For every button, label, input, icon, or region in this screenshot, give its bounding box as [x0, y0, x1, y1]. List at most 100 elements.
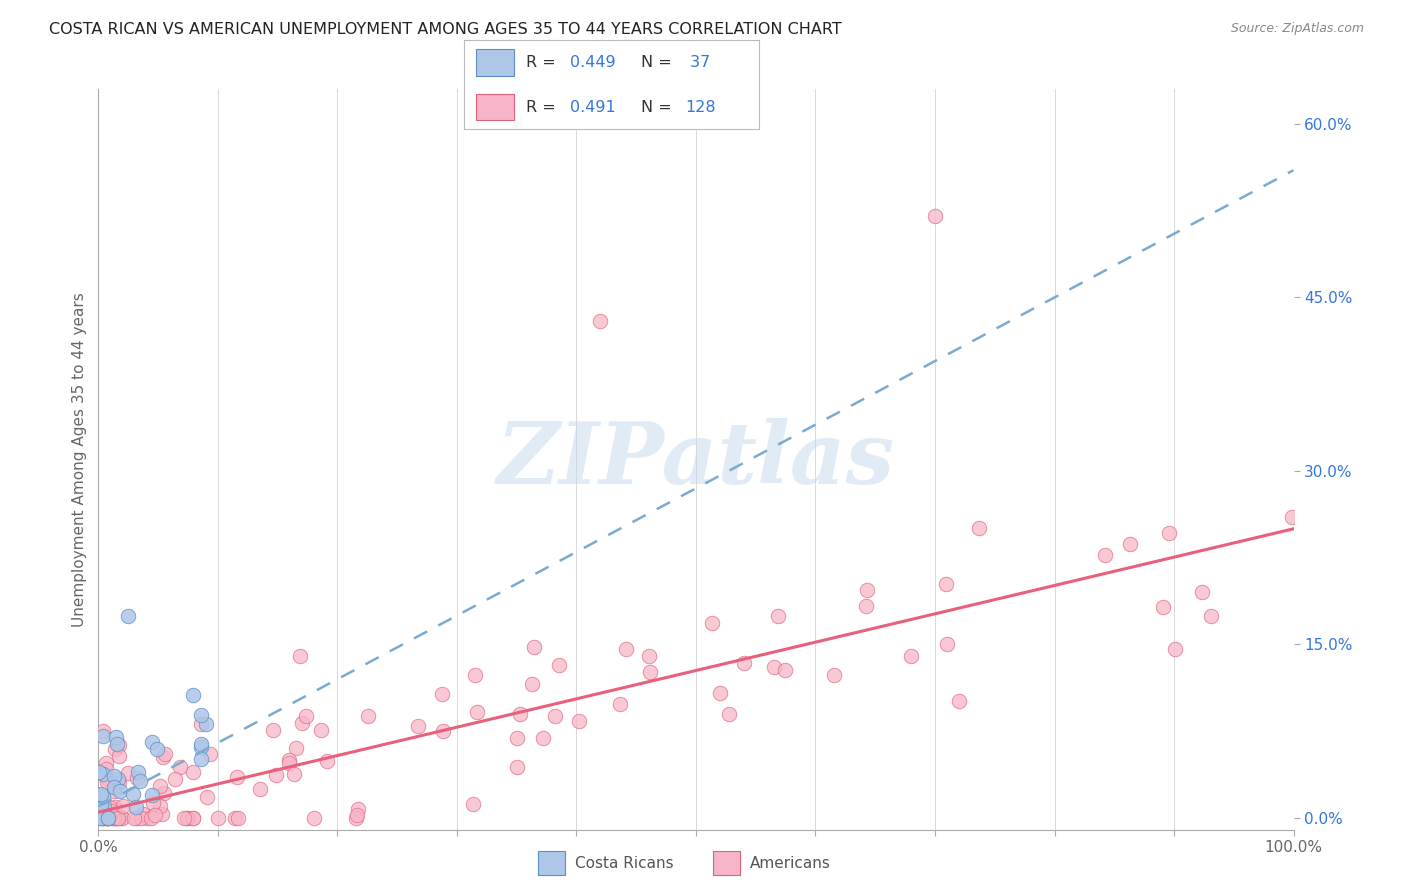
Point: [194, 717, 217, 731]
Point: [609, 698, 631, 712]
Point: [90, 805, 112, 819]
Point: [935, 637, 957, 651]
Point: [190, 717, 212, 731]
Point: [464, 667, 486, 681]
Point: [103, 811, 125, 825]
Point: [107, 811, 129, 825]
Point: [104, 730, 127, 744]
Point: [90, 789, 112, 803]
Point: [506, 760, 529, 774]
Point: [91, 729, 114, 743]
Point: [90, 805, 112, 819]
Point: [264, 768, 287, 782]
Point: [96, 811, 118, 825]
Point: [316, 755, 339, 769]
Point: [141, 789, 163, 803]
Point: [90, 797, 112, 812]
Point: [226, 811, 249, 825]
Point: [311, 723, 333, 737]
Point: [1159, 525, 1181, 540]
Point: [90, 787, 112, 801]
Point: [91, 723, 114, 738]
Point: [262, 723, 284, 737]
Point: [357, 709, 380, 723]
Point: [125, 771, 148, 785]
Point: [89, 811, 111, 825]
Point: [766, 608, 789, 623]
Point: [207, 811, 229, 825]
Point: [105, 737, 128, 751]
Text: Costa Ricans: Costa Ricans: [575, 855, 673, 871]
Point: [181, 764, 204, 779]
Point: [640, 665, 662, 679]
Point: [105, 811, 128, 825]
Point: [181, 811, 204, 825]
Point: [104, 811, 127, 825]
Point: [141, 735, 163, 749]
Bar: [475, 49, 515, 76]
Text: ZIPatlas: ZIPatlas: [496, 417, 896, 501]
Point: [117, 766, 139, 780]
Point: [89, 808, 111, 822]
Point: [506, 731, 529, 746]
Point: [224, 811, 246, 825]
Text: N =: N =: [641, 55, 678, 70]
Point: [100, 804, 122, 818]
Text: Americans: Americans: [751, 855, 831, 871]
Point: [163, 772, 186, 786]
Point: [94, 811, 117, 825]
Point: [155, 747, 177, 762]
Point: [97, 772, 120, 786]
Point: [823, 668, 845, 682]
Point: [96, 811, 118, 825]
Point: [346, 802, 368, 816]
Point: [97, 811, 120, 825]
Point: [197, 790, 219, 805]
Point: [406, 719, 429, 733]
Text: COSTA RICAN VS AMERICAN UNEMPLOYMENT AMONG AGES 35 TO 44 YEARS CORRELATION CHART: COSTA RICAN VS AMERICAN UNEMPLOYMENT AMO…: [49, 22, 842, 37]
Point: [149, 779, 172, 793]
Point: [967, 521, 990, 535]
Point: [108, 784, 131, 798]
Point: [103, 784, 125, 798]
Point: [278, 753, 301, 767]
Point: [97, 811, 120, 825]
Point: [773, 663, 796, 677]
Point: [125, 800, 148, 814]
Point: [176, 811, 198, 825]
Point: [190, 737, 212, 751]
Point: [91, 767, 114, 781]
Point: [1191, 585, 1213, 599]
Point: [702, 615, 724, 630]
Point: [153, 786, 176, 800]
Point: [104, 811, 127, 825]
Text: 0.449: 0.449: [571, 55, 616, 70]
Point: [283, 766, 305, 780]
Point: [295, 709, 318, 723]
Point: [91, 811, 114, 825]
Point: [94, 762, 117, 776]
Point: [104, 800, 127, 814]
Point: [93, 806, 115, 821]
Point: [523, 640, 546, 655]
Point: [91, 789, 114, 804]
Point: [430, 687, 453, 701]
Point: [135, 811, 157, 825]
Point: [568, 714, 591, 728]
Point: [763, 660, 786, 674]
Bar: [713, 851, 740, 875]
Point: [278, 756, 301, 771]
Point: [948, 694, 970, 708]
Y-axis label: Unemployment Among Ages 35 to 44 years: Unemployment Among Ages 35 to 44 years: [72, 292, 87, 627]
Bar: [475, 94, 515, 120]
Point: [548, 658, 571, 673]
Text: R =: R =: [526, 100, 561, 114]
Bar: [537, 851, 565, 875]
Point: [90, 790, 112, 805]
Point: [139, 811, 162, 825]
Point: [90, 811, 112, 825]
Point: [934, 577, 956, 591]
Point: [100, 801, 122, 815]
Point: [1281, 510, 1303, 524]
Point: [142, 796, 165, 810]
